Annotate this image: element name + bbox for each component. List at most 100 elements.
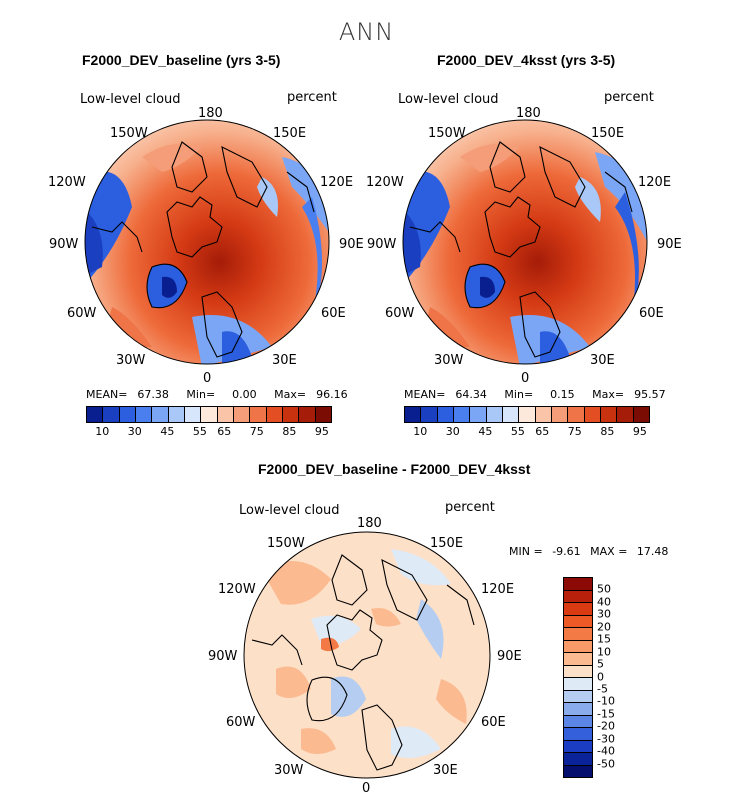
panel-2-colorbar-swatch <box>633 407 649 422</box>
panel-2-colorbar-swatch <box>421 407 438 422</box>
diff-colorbar-swatch <box>564 740 592 753</box>
page-title: ANN <box>338 18 395 46</box>
panel-1-colorbar-swatch <box>184 407 202 422</box>
panel-2-colorbar-swatch <box>437 407 454 422</box>
panel-1-colorbar-swatch <box>266 407 283 422</box>
diff-colorbar-tick-label: 40 <box>597 595 611 609</box>
panel-1-colorbar <box>86 406 332 423</box>
panel-2-lon-30e: 30E <box>590 353 615 368</box>
panel-2-colorbar-swatch <box>486 407 503 422</box>
panel-1-colorbar-swatch <box>282 407 300 422</box>
panel-1-colorbar-tick-label: 10 <box>95 425 110 438</box>
panel-1-colorbar-tick-label: 30 <box>127 425 142 438</box>
panel-2-lon-150w: 150W <box>428 126 466 141</box>
diff-colorbar-tick-label: -50 <box>597 757 615 771</box>
panel-2-colorbar-tick-label: 10 <box>413 425 428 438</box>
panel-1-lon-90w: 90W <box>49 237 79 252</box>
diff-panel-minmax: MIN = -9.61 MAX = 17.48 <box>509 545 668 558</box>
panel-1-mean-label: MEAN= <box>86 388 128 401</box>
diff-colorbar-swatch <box>564 753 592 766</box>
diff-colorbar-swatch <box>564 653 592 666</box>
panel-2-colorbar-tick-label: 75 <box>567 425 582 438</box>
panel-2-colorbar-ticks: 10 30 45 55 65 75 85 95 <box>404 425 648 439</box>
panel-2-colorbar-swatch <box>470 407 487 422</box>
diff-colorbar-swatch <box>564 578 592 591</box>
diff-lon-60e: 60E <box>481 715 506 730</box>
panel-1-colorbar-tick-label: 65 <box>217 425 232 438</box>
diff-panel-polar-map <box>243 531 491 779</box>
diff-colorbar-ticks: 50 40 30 20 15 10 5 0 -5 -10 -15 -20 -30 -40 -50 <box>597 577 637 776</box>
panel-1-mean-value: 67.38 <box>137 388 169 401</box>
panel-1-colorbar-tick-label: 75 <box>249 425 264 438</box>
panel-1-colorbar-swatch <box>119 407 136 422</box>
diff-lon-90e: 90E <box>497 649 522 664</box>
panel-2-colorbar-swatch <box>519 407 536 422</box>
panel-2-colorbar-tick-label: 65 <box>535 425 550 438</box>
diff-lon-180: 180 <box>357 516 382 531</box>
panel-1-colorbar-swatch <box>135 407 153 422</box>
diff-colorbar-swatch <box>564 665 592 678</box>
diff-lon-90w: 90W <box>208 649 238 664</box>
diff-lon-150w: 150W <box>267 536 305 551</box>
panel-1-colorbar-tick-label: 55 <box>192 425 207 438</box>
diff-colorbar-swatch <box>564 765 592 777</box>
panel-1-min-label: Min= <box>186 388 216 401</box>
panel-2-lon-150e: 150E <box>591 126 625 141</box>
panel-2-lon-0: 0 <box>521 371 530 386</box>
panel-2-lon-90w: 90W <box>367 237 397 252</box>
panel-1-polar-map <box>84 119 330 365</box>
panel-2-title: F2000_DEV_4ksst (yrs 3-5) <box>437 52 616 68</box>
panel-1-colorbar-swatch <box>168 407 185 422</box>
panel-1-max-label: Max= <box>274 388 307 401</box>
panel-2-stats: MEAN= 64.34 Min= 0.15 Max= 95.57 <box>404 388 666 401</box>
diff-colorbar-tick-label: 30 <box>597 607 611 621</box>
diff-colorbar-swatch <box>564 603 592 616</box>
diff-panel-variable-label: Low-level cloud <box>239 503 340 518</box>
diff-min-label: MIN = <box>509 545 543 558</box>
diff-panel-units-label: percent <box>445 500 495 515</box>
panel-1-max-value: 96.16 <box>316 388 348 401</box>
panel-2-colorbar-tick-label: 85 <box>600 425 615 438</box>
panel-1-lon-60w: 60W <box>67 306 97 321</box>
diff-colorbar-tick-label: 20 <box>597 620 611 634</box>
panel-2-lon-60e: 60E <box>639 306 664 321</box>
panel-2-colorbar-swatch <box>405 407 422 422</box>
diff-colorbar-tick-label: 5 <box>597 657 604 671</box>
diff-colorbar-tick-label: -30 <box>597 732 615 746</box>
panel-1-colorbar-swatch <box>103 407 120 422</box>
panel-2-colorbar-tick-label: 45 <box>478 425 493 438</box>
diff-lon-0: 0 <box>362 781 371 796</box>
panel-2-max-value: 95.57 <box>634 388 666 401</box>
diff-lon-150e: 150E <box>430 536 464 551</box>
diff-lon-60w: 60W <box>226 715 256 730</box>
diff-colorbar-tick-label: 50 <box>597 582 611 596</box>
panel-2-min-label: Min= <box>504 388 534 401</box>
panel-1-colorbar-swatch <box>152 407 169 422</box>
panel-2-mean-label: MEAN= <box>404 388 446 401</box>
panel-2-colorbar-swatch <box>535 407 552 422</box>
panel-2-colorbar-swatch <box>453 407 471 422</box>
panel-1-colorbar-swatch <box>217 407 234 422</box>
panel-2-lon-120e: 120E <box>638 175 672 190</box>
diff-min-value: -9.61 <box>552 545 581 558</box>
panel-2-colorbar-tick-label: 55 <box>510 425 525 438</box>
diff-colorbar-tick-label: -40 <box>597 744 615 758</box>
diff-colorbar-tick-label: -10 <box>597 694 615 708</box>
panel-2-min-value: 0.15 <box>550 388 575 401</box>
panel-1-lon-30w: 30W <box>116 353 146 368</box>
panel-1-lon-60e: 60E <box>321 306 346 321</box>
panel-2-mean-value: 64.34 <box>455 388 487 401</box>
diff-colorbar-tick-label: -20 <box>597 719 615 733</box>
diff-panel-title: F2000_DEV_baseline - F2000_DEV_4ksst <box>258 461 531 477</box>
panel-2-colorbar-swatch <box>584 407 601 422</box>
panel-1-lon-0: 0 <box>203 371 212 386</box>
panel-2-colorbar-swatch <box>600 407 618 422</box>
panel-1-variable-label: Low-level cloud <box>80 92 181 107</box>
diff-colorbar-swatch <box>564 628 592 641</box>
panel-1-lon-180: 180 <box>198 106 223 121</box>
panel-1-lon-90e: 90E <box>339 237 364 252</box>
panel-1-stats: MEAN= 67.38 Min= 0.00 Max= 96.16 <box>86 388 348 401</box>
panel-1-colorbar-swatch <box>233 407 251 422</box>
panel-1-lon-150e: 150E <box>273 126 307 141</box>
diff-lon-120w: 120W <box>218 582 256 597</box>
